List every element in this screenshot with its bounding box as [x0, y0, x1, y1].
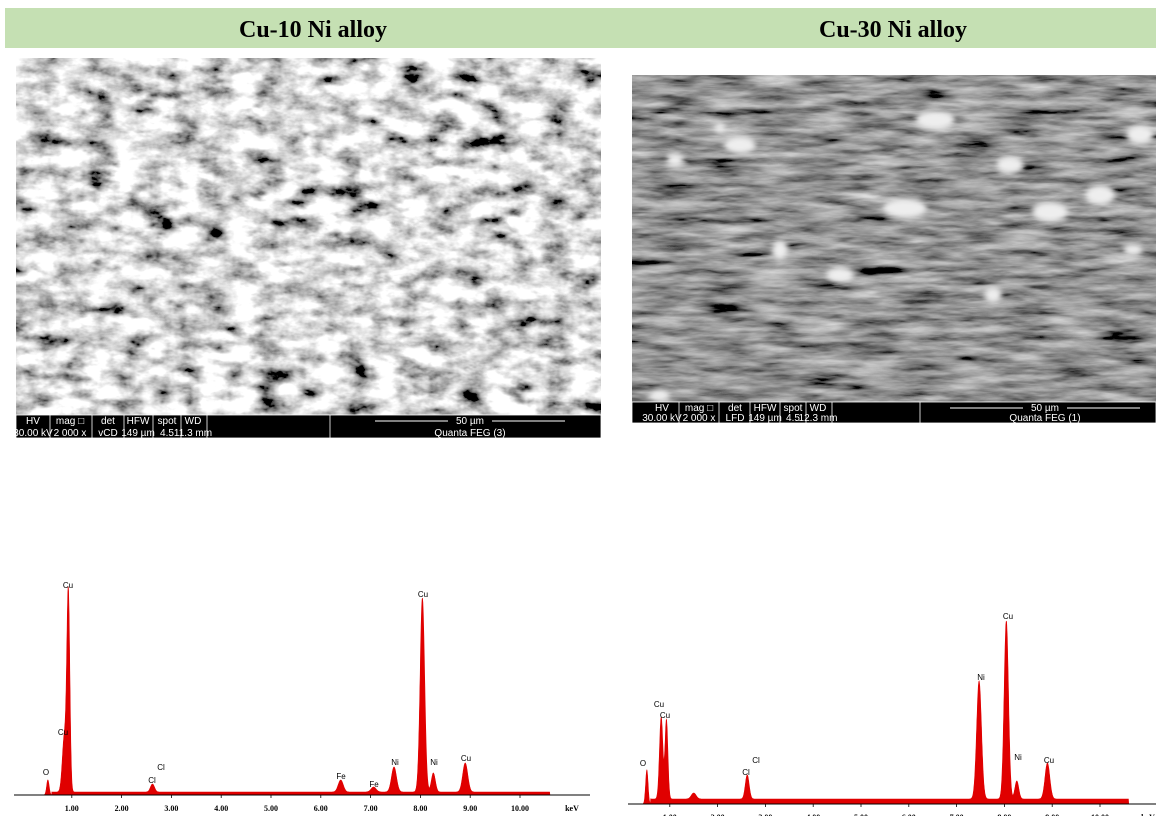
peak-label: Ni: [391, 758, 399, 767]
peak-label: Cu: [418, 590, 428, 599]
peak-label: Cu: [63, 581, 73, 590]
info-label: WD: [185, 416, 202, 427]
spectrum: [37, 587, 550, 795]
info-value: 30.00 kV: [13, 428, 53, 439]
info-value: LFD: [726, 413, 745, 424]
peak-label: Cu: [1003, 612, 1013, 621]
tick-label: 8.00: [413, 804, 427, 813]
axis-unit: keV: [565, 804, 579, 813]
tick-label: 5.00: [264, 804, 278, 813]
tick-label: 7.00: [364, 804, 378, 813]
info-value: 4.5: [160, 428, 174, 439]
peak-label: Cu: [654, 700, 664, 709]
info-value: vCD: [98, 428, 117, 439]
info-value: 11.3 mm: [174, 428, 212, 439]
peak-label: Ni: [977, 673, 985, 682]
info-value: 30.00 kV: [642, 413, 682, 424]
instrument: Quanta FEG (3): [434, 428, 505, 439]
sem-image-left: [16, 58, 601, 415]
info-value: 2 000 x: [683, 413, 716, 424]
header-bar: [5, 8, 1156, 48]
peak-label: Cu: [461, 754, 471, 763]
info-label: mag □: [56, 416, 84, 427]
tick-label: 1.00: [65, 804, 79, 813]
instrument: Quanta FEG (1): [1009, 413, 1080, 424]
peak-label: Fe: [369, 780, 379, 789]
info-label: HV: [26, 416, 40, 427]
left-title: Cu-10 Ni alloy: [239, 17, 387, 43]
info-label: HFW: [127, 416, 150, 427]
sem-image-right: [632, 75, 1156, 402]
right-title: Cu-30 Ni alloy: [819, 17, 967, 43]
peak-label: Cl: [157, 763, 165, 772]
peak-label: Cl: [148, 776, 156, 785]
info-label: det: [101, 416, 115, 427]
info-label: spot: [158, 416, 177, 427]
peak-label: O: [640, 759, 646, 768]
peak-label: O: [43, 768, 49, 777]
figure: Cu-10 Ni alloy Cu-30 Ni alloy HV30.00 kV…: [0, 0, 1156, 816]
peak-label: Ni: [1014, 753, 1022, 762]
tick-label: 2.00: [115, 804, 129, 813]
peak-label: Cl: [742, 768, 750, 777]
peak-label: Fe: [336, 772, 346, 781]
sem-texture: [632, 75, 1156, 402]
scale-label: 50 µm: [456, 416, 484, 427]
tick-label: 9.00: [463, 804, 477, 813]
info-value: 2 000 x: [54, 428, 87, 439]
tick-label: 6.00: [314, 804, 328, 813]
peak-label: Cu: [660, 711, 670, 720]
info-value: 149 µm: [748, 413, 782, 424]
info-value: 149 µm: [121, 428, 155, 439]
peak-label: Ni: [430, 758, 438, 767]
tick-label: 3.00: [164, 804, 178, 813]
peak-label: Cu: [1044, 756, 1054, 765]
spectrum: [636, 621, 1128, 804]
peak-label: Cu: [58, 728, 68, 737]
tick-label: 10.00: [511, 804, 529, 813]
tick-label: 4.00: [214, 804, 228, 813]
info-value: 12.3 mm: [799, 413, 838, 424]
peak-label: Cl: [752, 756, 760, 765]
